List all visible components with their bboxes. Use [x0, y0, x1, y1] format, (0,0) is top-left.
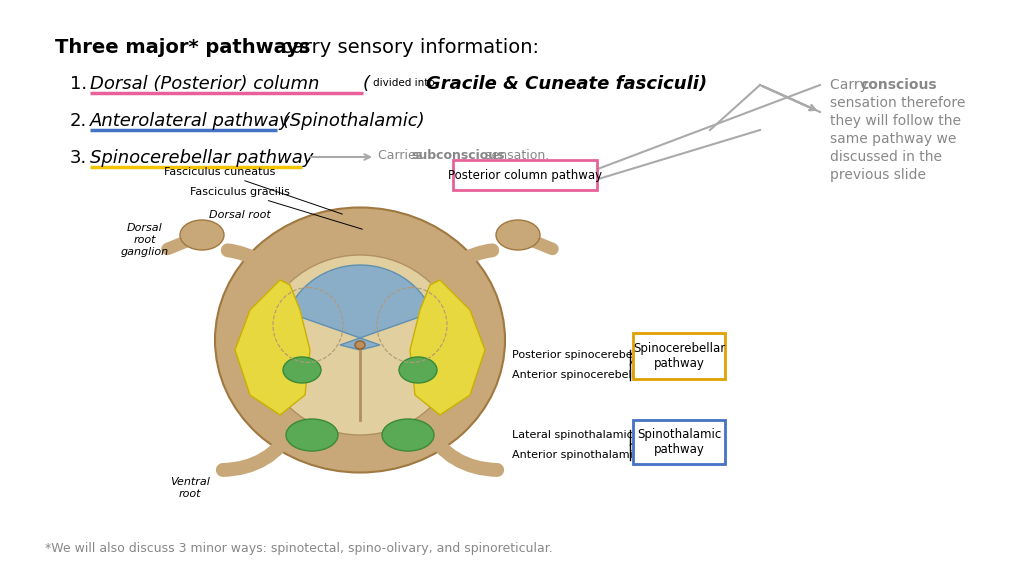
Ellipse shape [355, 341, 365, 349]
Text: (: ( [362, 75, 370, 93]
Text: Lateral spinothalamic tract: Lateral spinothalamic tract [512, 430, 663, 440]
Text: 1.: 1. [70, 75, 87, 93]
Text: Posterior column pathway: Posterior column pathway [447, 169, 602, 181]
FancyBboxPatch shape [453, 160, 597, 190]
Text: *We will also discuss 3 minor ways: spinotectal, spino-olivary, and spinoreticul: *We will also discuss 3 minor ways: spin… [45, 542, 553, 555]
Text: sensation.: sensation. [481, 149, 549, 162]
Text: discussed in the: discussed in the [830, 150, 942, 164]
Text: Fasciculus cuneatus: Fasciculus cuneatus [164, 167, 342, 214]
Text: Dorsal (Posterior) column: Dorsal (Posterior) column [90, 75, 326, 93]
Ellipse shape [382, 419, 434, 451]
Text: Spinocerebellar
pathway: Spinocerebellar pathway [633, 342, 725, 370]
Text: previous slide: previous slide [830, 168, 926, 182]
Text: Three major* pathways: Three major* pathways [55, 38, 310, 57]
Text: same pathway we: same pathway we [830, 132, 956, 146]
Text: Carries: Carries [378, 149, 426, 162]
Ellipse shape [286, 419, 338, 451]
Text: Dorsal
root
ganglion: Dorsal root ganglion [121, 223, 169, 256]
Text: 3.: 3. [70, 149, 87, 167]
Text: Dorsal root: Dorsal root [209, 210, 271, 220]
Text: Fasciculus gracilis: Fasciculus gracilis [190, 187, 362, 229]
Polygon shape [288, 265, 432, 350]
FancyBboxPatch shape [633, 420, 725, 464]
Text: Spinocerebellar pathway: Spinocerebellar pathway [90, 149, 313, 167]
Text: Carry: Carry [830, 78, 872, 92]
Ellipse shape [262, 255, 458, 435]
Ellipse shape [180, 220, 224, 250]
Text: they will follow the: they will follow the [830, 114, 961, 128]
Ellipse shape [496, 220, 540, 250]
FancyBboxPatch shape [633, 333, 725, 379]
Text: Spinothalamic
pathway: Spinothalamic pathway [637, 428, 721, 456]
Text: Posterior spinocerebellar tract: Posterior spinocerebellar tract [512, 350, 680, 360]
Text: 2.: 2. [70, 112, 87, 130]
Text: divided into: divided into [373, 78, 438, 88]
Ellipse shape [283, 357, 321, 383]
Text: Gracile & Cuneate fasciculi): Gracile & Cuneate fasciculi) [426, 75, 708, 93]
Polygon shape [234, 280, 310, 415]
Text: Anterior spinothalamic tract: Anterior spinothalamic tract [512, 450, 669, 460]
Text: Anterior spinocerebellar tract: Anterior spinocerebellar tract [512, 370, 676, 380]
Text: carry sensory information:: carry sensory information: [275, 38, 539, 57]
Text: conscious: conscious [860, 78, 937, 92]
Text: sensation therefore: sensation therefore [830, 96, 966, 110]
Text: Ventral
root: Ventral root [170, 477, 210, 499]
Ellipse shape [215, 207, 505, 472]
Text: (Spinothalamic): (Spinothalamic) [278, 112, 425, 130]
Polygon shape [410, 280, 485, 415]
Text: Anterolateral pathway: Anterolateral pathway [90, 112, 291, 130]
Ellipse shape [399, 357, 437, 383]
Text: subconscious: subconscious [411, 149, 505, 162]
